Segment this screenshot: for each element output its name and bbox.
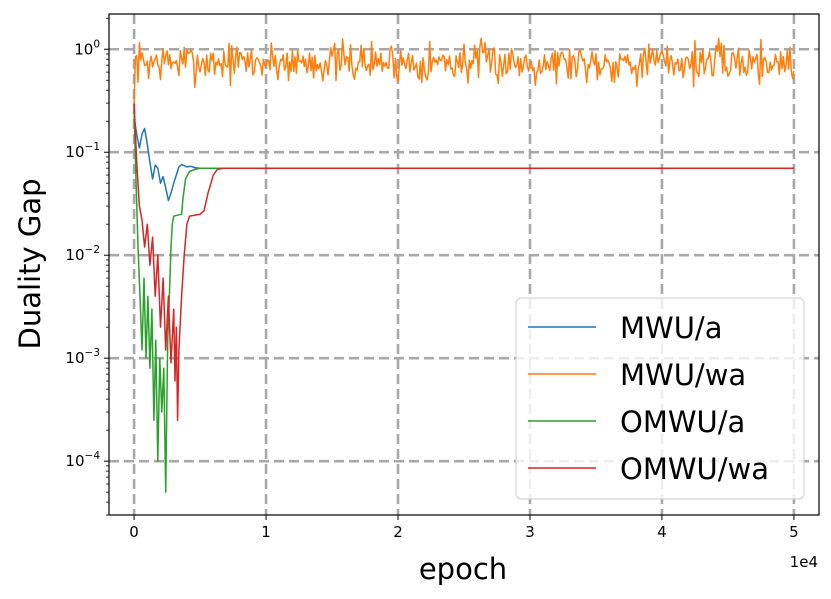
y-tick-base: 10	[65, 452, 84, 470]
legend: MWU/a MWU/wa OMWU/a OMWU/wa	[515, 297, 805, 500]
y-tick-base: 10	[65, 349, 84, 367]
series-lines	[133, 37, 795, 493]
y-tick-label: 10−1	[65, 141, 100, 161]
x-tick-label: 5	[789, 523, 799, 541]
legend-box	[515, 297, 805, 500]
x-tick-label: 1	[261, 523, 271, 541]
y-tick-label: 10−2	[65, 244, 100, 264]
x-tick-label: 0	[129, 523, 139, 541]
x-tick-label: 3	[525, 523, 535, 541]
legend-label: OMWU/a	[620, 405, 745, 439]
x-tick-label: 4	[657, 523, 667, 541]
y-tick-base: 10	[65, 143, 84, 161]
y-tick-exponent: −1	[85, 141, 100, 153]
y-tick-label: 10−3	[65, 347, 100, 367]
y-tick-base: 10	[74, 40, 93, 58]
x-axis-label: epoch	[419, 552, 507, 586]
series-line-omwu-a	[133, 111, 794, 493]
y-tick-exponent: 0	[93, 38, 100, 50]
plot-frame	[108, 13, 820, 516]
y-tick-label: 10−4	[65, 450, 100, 470]
y-axis-label: Duality Gap	[13, 179, 47, 350]
y-tick-base: 10	[65, 246, 84, 264]
series-line-mwu-a	[133, 116, 794, 202]
legend-label: MWU/a	[620, 311, 722, 345]
y-tick-exponent: −2	[85, 244, 100, 256]
legend-label: MWU/wa	[620, 358, 746, 392]
legend-label: OMWU/wa	[620, 452, 769, 486]
x-tick-label: 2	[393, 523, 403, 541]
series-line-mwu-wa	[133, 37, 795, 104]
series-line-omwu-wa	[133, 103, 794, 421]
y-tick-label: 100	[74, 38, 100, 58]
y-tick-exponent: −3	[85, 347, 100, 359]
x-axis-ticks: 0 1 2 3 4 5	[129, 515, 799, 541]
y-tick-exponent: −4	[85, 450, 101, 462]
x-axis-offset-label: 1e4	[790, 553, 818, 571]
